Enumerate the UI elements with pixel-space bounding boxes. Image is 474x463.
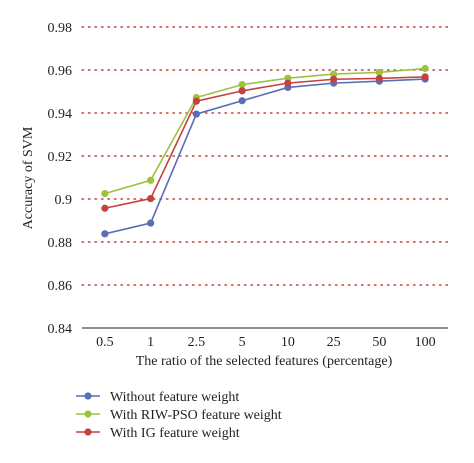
x-tick-label: 5 [239,335,246,350]
series-2 [101,64,429,198]
data-point [421,64,429,73]
y-tick-label: 0.88 [48,236,73,251]
series-3 [101,73,429,212]
data-point [101,230,109,238]
legend-label: With RIW-PSO feature weight [110,408,282,423]
data-point [421,73,429,81]
y-tick-labels: 0.84 0.86 0.88 0.9 0.92 0.94 0.96 0.98 [48,21,73,337]
data-point [147,194,155,203]
series-line [104,76,426,210]
y-tick-label: 0.84 [48,322,73,337]
data-point [284,79,292,87]
legend-item: With RIW-PSO feature weight [76,408,282,423]
x-tick-label: 0.5 [96,335,114,350]
data-point [330,70,338,78]
series-lines [101,64,429,238]
y-tick-label: 0.92 [48,150,73,165]
data-point [238,81,246,89]
legend-swatch-marker [84,392,92,400]
legend: Without feature weight With RIW-PSO featu… [76,390,282,441]
x-axis-title: The ratio of the selected features (perc… [136,354,393,369]
legend-label: With IG feature weight [110,426,240,441]
data-point [330,75,338,83]
data-point [101,190,109,198]
series-line [104,78,426,235]
y-axis-title: Accuracy of SVM [21,126,36,229]
legend-item: Without feature weight [76,390,239,405]
legend-swatch-marker [84,428,92,436]
legend-swatch-marker [84,410,92,418]
data-point [375,68,383,76]
y-tick-label: 0.96 [48,64,73,79]
data-point [284,74,292,82]
x-tick-label: 1 [147,335,154,350]
y-tick-label: 0.9 [55,193,73,208]
x-tick-label: 50 [372,335,386,350]
data-point [192,110,200,118]
grid-lines [81,26,449,286]
legend-label: Without feature weight [110,390,239,405]
y-tick-label: 0.94 [48,107,73,122]
x-tick-label: 25 [327,335,341,350]
data-point [147,219,155,227]
data-point [238,97,246,105]
data-point [147,176,155,184]
legend-item: With IG feature weight [76,426,240,441]
data-point [192,97,200,105]
x-tick-label: 10 [281,335,295,350]
data-point [238,87,246,95]
data-point [101,204,109,212]
y-tick-label: 0.98 [48,21,73,36]
x-tick-labels: 0.5 1 2.5 5 10 25 50 100 [96,335,436,350]
data-point [375,74,383,82]
y-tick-label: 0.86 [48,279,73,294]
x-tick-label: 100 [415,335,436,350]
x-tick-label: 2.5 [188,335,206,350]
series-line [104,67,426,195]
